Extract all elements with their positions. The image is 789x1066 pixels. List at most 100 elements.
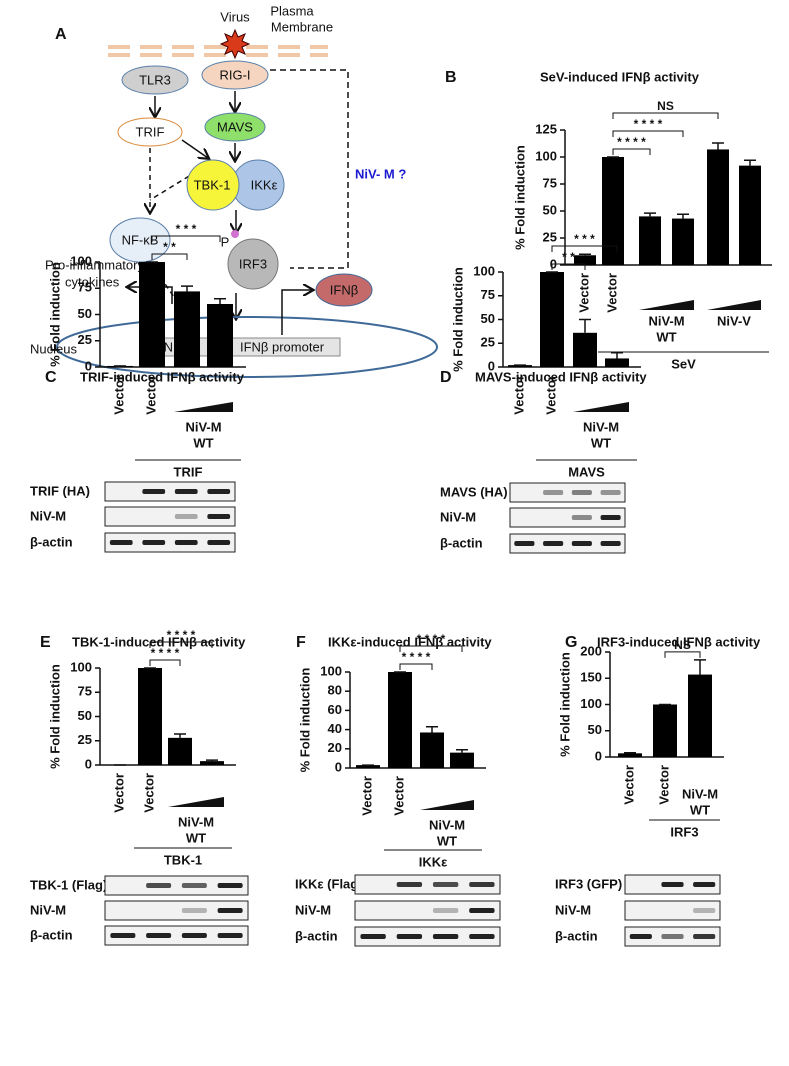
blot-band bbox=[217, 933, 243, 938]
blot-band bbox=[360, 934, 386, 939]
y-tick-label: 0 bbox=[595, 748, 602, 763]
blot-band bbox=[396, 934, 423, 939]
panel-letter: B bbox=[445, 69, 457, 86]
bar bbox=[574, 255, 596, 265]
x-tick-label: Vector bbox=[511, 375, 526, 415]
chart-title: TRIF-induced IFNβ activity bbox=[80, 369, 245, 384]
blot-band bbox=[146, 933, 172, 938]
bar bbox=[739, 165, 761, 265]
dose-wedge bbox=[168, 797, 224, 807]
blot-band bbox=[432, 882, 459, 887]
bar bbox=[508, 365, 532, 367]
error-bar bbox=[744, 159, 756, 166]
chart-title: IRF3-induced IFNβ activity bbox=[597, 634, 761, 649]
chart-title: IKKε-induced IFNβ activity bbox=[328, 634, 492, 649]
y-tick-label: 25 bbox=[78, 332, 92, 347]
y-tick-label: 50 bbox=[588, 722, 602, 737]
significance-label: * * bbox=[163, 240, 176, 254]
y-tick-label: 40 bbox=[328, 721, 342, 736]
bar bbox=[688, 674, 712, 757]
y-tick-label: 20 bbox=[328, 740, 342, 755]
blot-panel bbox=[104, 925, 249, 946]
x-tick-label: Vector bbox=[359, 776, 374, 816]
significance-label: * * * * bbox=[402, 650, 431, 664]
blot-label: β-actin bbox=[30, 927, 73, 942]
significance-label: * * * * bbox=[634, 117, 663, 131]
blot-band bbox=[571, 490, 592, 495]
y-axis-label: % Fold induction bbox=[47, 664, 62, 769]
cytokine-label: Pro-inflammatory bbox=[45, 257, 144, 272]
significance-bracket bbox=[399, 663, 433, 670]
panel-letter: E bbox=[40, 634, 51, 651]
node-label: IRF3 bbox=[239, 256, 267, 271]
y-axis-label: % Fold induction bbox=[47, 262, 62, 367]
blot-label: β-actin bbox=[30, 534, 73, 549]
significance-bracket bbox=[612, 148, 651, 155]
rigi-node bbox=[201, 60, 269, 90]
y-tick-label: 0 bbox=[85, 756, 92, 771]
node-label: NF-κB bbox=[122, 232, 159, 247]
y-tick-label: 60 bbox=[328, 702, 342, 717]
blot-band bbox=[543, 541, 564, 546]
significance-bracket bbox=[399, 645, 463, 652]
pathway-diagram: A Virus Plasma Membrane TLR3 RIG-I TRIF … bbox=[30, 3, 438, 378]
phospho-label: P bbox=[221, 234, 230, 249]
group-label: NiV-M bbox=[185, 419, 221, 434]
panel-letter: D bbox=[440, 369, 452, 386]
error-bar bbox=[611, 352, 623, 359]
dose-wedge bbox=[573, 402, 629, 412]
blot-band bbox=[600, 515, 621, 520]
blot-band bbox=[571, 541, 592, 546]
blot-label: NiV-M bbox=[440, 509, 476, 524]
bar bbox=[207, 304, 233, 367]
blot-panel bbox=[104, 900, 249, 921]
error-bar bbox=[579, 318, 591, 333]
blot-band bbox=[181, 908, 207, 913]
y-tick-label: 75 bbox=[543, 175, 557, 190]
x-tick-label: Vector bbox=[143, 375, 158, 415]
x-tick-label: Vector bbox=[621, 765, 636, 805]
blot-band bbox=[693, 908, 716, 913]
treatment-label: IRF3 bbox=[670, 824, 698, 839]
blot-panel bbox=[509, 482, 626, 503]
blot-band bbox=[432, 908, 459, 913]
blot-band bbox=[142, 489, 166, 494]
blot-label: NiV-M bbox=[30, 508, 66, 523]
node-label: TBK-1 bbox=[194, 177, 231, 192]
blot-band bbox=[109, 540, 133, 545]
bar bbox=[168, 737, 192, 765]
error-bar bbox=[579, 253, 591, 256]
group-label: NiV-M bbox=[682, 786, 718, 801]
treatment-label: IKKε bbox=[419, 854, 448, 869]
blot-band bbox=[514, 541, 535, 546]
error-bar bbox=[426, 725, 438, 733]
panel-letter: A bbox=[55, 26, 67, 43]
group-label: WT bbox=[193, 435, 213, 450]
blot-label: NiV-M bbox=[555, 902, 591, 917]
error-bar bbox=[624, 752, 636, 754]
x-tick-label: Vector bbox=[656, 765, 671, 805]
blot-band bbox=[693, 882, 716, 887]
blot-band bbox=[629, 934, 652, 939]
bar bbox=[602, 157, 624, 265]
blot-band bbox=[110, 933, 136, 938]
blot-label: MAVS (HA) bbox=[440, 484, 508, 499]
error-bar bbox=[206, 759, 218, 762]
bar bbox=[653, 704, 677, 757]
group-label: NiV-V bbox=[717, 313, 751, 328]
blot-label: β-actin bbox=[555, 928, 598, 943]
bar bbox=[707, 149, 729, 265]
y-tick-label: 75 bbox=[481, 287, 495, 302]
group-label: WT bbox=[437, 833, 457, 848]
group-label: WT bbox=[690, 802, 710, 817]
y-tick-label: 0 bbox=[335, 759, 342, 774]
blot-panel bbox=[104, 481, 236, 502]
blot-band bbox=[571, 515, 592, 520]
dashed-inhibition bbox=[270, 69, 349, 269]
error-bar bbox=[712, 142, 724, 150]
blot-panel bbox=[354, 926, 501, 947]
blot-panel bbox=[104, 532, 236, 553]
significance-bracket bbox=[612, 112, 719, 119]
significance-bracket bbox=[151, 235, 221, 242]
blot-band bbox=[469, 934, 495, 939]
